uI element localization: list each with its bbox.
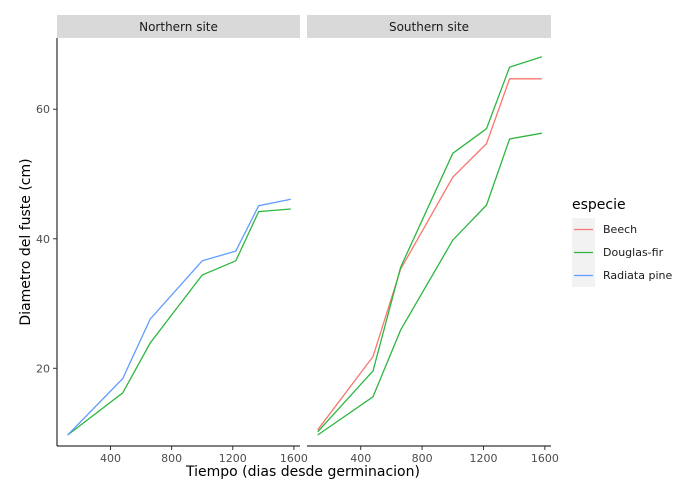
x-tick-label: 1600: [280, 452, 308, 465]
x-ticks: 400 800 1200 1600 400 800 1200 1600: [100, 446, 559, 465]
series-line-douglas-fir-1-2: [317, 132, 542, 436]
x-tick-label: 400: [350, 452, 371, 465]
strip-title-northern: Northern site: [139, 20, 218, 34]
legend-label: Radiata pine: [603, 269, 672, 282]
x-tick-label: 800: [412, 452, 433, 465]
x-tick-label: 400: [100, 452, 121, 465]
plot-area-southern: [317, 56, 542, 436]
legend-title: especie: [572, 197, 626, 213]
strip-southern: [307, 15, 551, 38]
x-tick-label: 1200: [469, 452, 497, 465]
strip-northern: [57, 15, 300, 38]
y-tick-label: 20: [36, 362, 50, 375]
x-tick-label: 800: [161, 452, 182, 465]
panel-southern: Southern site: [307, 15, 551, 436]
legend: especie Beech Douglas-fir Radiata pine: [572, 197, 672, 287]
plot-area-northern: [67, 198, 291, 436]
y-tick-label: 40: [36, 233, 50, 246]
strip-title-southern: Southern site: [389, 20, 469, 34]
x-tick-label: 1200: [219, 452, 247, 465]
series-line-douglas-fir-1-1: [317, 56, 542, 433]
legend-label: Douglas-fir: [603, 246, 664, 259]
series-line-beech-1-0: [317, 78, 542, 431]
x-axis-title: Tiempo (dias desde germinacion): [185, 464, 420, 480]
panel-northern: Northern site: [57, 15, 300, 436]
y-tick-label: 60: [36, 103, 50, 116]
series-line-douglas-fir-0-0: [67, 208, 291, 436]
series-line-radiata-pine-0-1: [67, 198, 291, 436]
y-ticks: 20 40 60: [36, 103, 57, 375]
legend-label: Beech: [603, 223, 637, 236]
legend-entries: Beech Douglas-fir Radiata pine: [572, 218, 672, 287]
y-axis-title: Diametro del fuste (cm): [18, 158, 34, 325]
x-tick-label: 1600: [531, 452, 559, 465]
